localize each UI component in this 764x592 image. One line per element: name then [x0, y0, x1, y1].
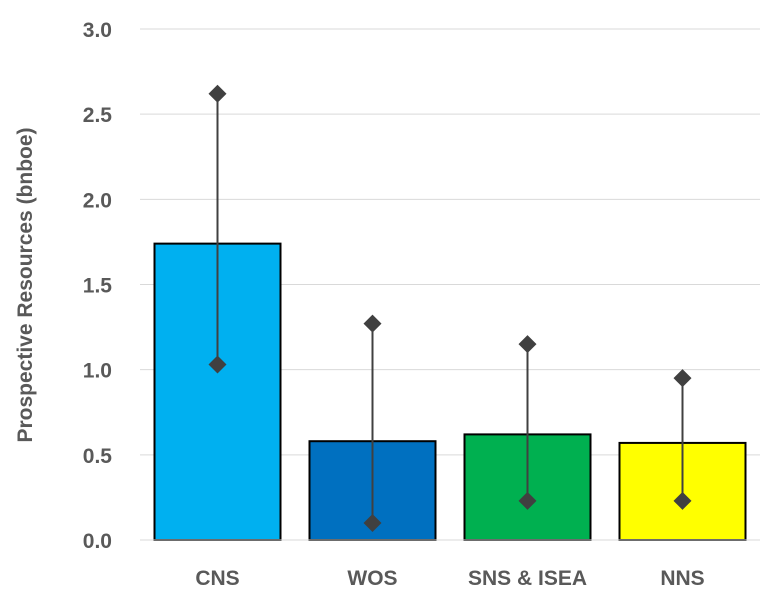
x-category-label: SNS & ISEA	[468, 567, 587, 590]
low-marker	[518, 491, 537, 510]
low-marker	[208, 355, 227, 374]
x-category-label: NNS	[660, 567, 704, 590]
high-marker	[208, 84, 227, 103]
y-tick-label: 1.5	[83, 275, 113, 298]
high-marker	[518, 335, 537, 354]
y-tick-label: 3.0	[83, 19, 112, 42]
high-marker	[673, 369, 692, 388]
error-bars	[208, 84, 692, 532]
bars	[153, 242, 747, 542]
y-tick-label: 1.0	[83, 360, 112, 383]
low-marker	[363, 513, 382, 532]
x-category-label: WOS	[347, 567, 397, 590]
low-marker	[673, 491, 692, 510]
y-axis-title: Prospective Resources (bnboe)	[14, 127, 37, 442]
x-axis-categories: CNS WOS SNS & ISEA NNS	[195, 567, 704, 590]
x-category-label: CNS	[195, 567, 239, 590]
y-tick-label: 2.0	[83, 189, 112, 212]
y-tick-label: 0.5	[83, 445, 113, 468]
y-tick-label: 2.5	[83, 104, 113, 127]
y-tick-label: 0.0	[83, 530, 112, 553]
high-marker	[363, 314, 382, 333]
y-axis-ticks: 0.0 0.5 1.0 1.5 2.0 2.5 3.0	[83, 19, 113, 553]
